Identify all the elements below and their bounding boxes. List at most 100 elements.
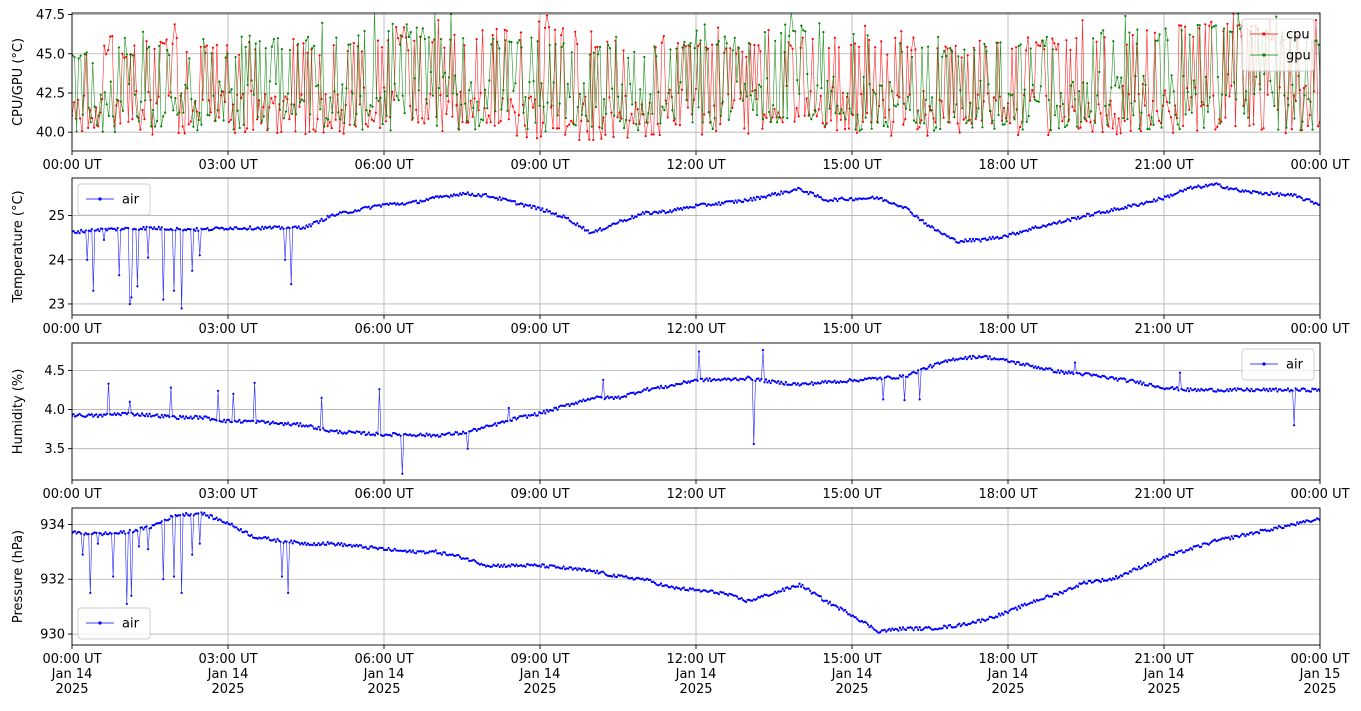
data-point-gpu — [117, 46, 120, 49]
data-point-air — [748, 198, 751, 202]
data-point-air — [294, 225, 297, 228]
data-point-air — [632, 391, 635, 394]
data-point-air — [751, 599, 754, 602]
data-point-air — [1020, 231, 1023, 234]
data-point-air — [938, 230, 941, 233]
data-point-air — [1248, 390, 1252, 393]
data-point-cpu — [238, 53, 241, 56]
data-point-cpu — [455, 104, 458, 107]
data-point-air — [912, 370, 915, 373]
data-point-cpu — [1037, 44, 1040, 47]
data-point-gpu — [665, 102, 668, 105]
data-point-gpu — [1303, 94, 1306, 97]
data-point-cpu — [795, 106, 798, 110]
data-point-cpu — [409, 104, 412, 108]
x-tick-label: 09:00 UT — [510, 487, 569, 502]
data-point-air — [810, 380, 813, 384]
data-point-air — [262, 227, 265, 230]
data-point-cpu — [99, 111, 102, 114]
data-point-air — [1073, 216, 1077, 219]
data-point-air — [1037, 599, 1040, 602]
data-point-gpu — [854, 128, 857, 131]
data-point-gpu — [1114, 84, 1117, 87]
data-point-air — [801, 382, 804, 385]
data-point-air — [162, 298, 165, 301]
data-point-air — [670, 585, 673, 588]
data-point-cpu — [1294, 99, 1297, 103]
data-point-air — [300, 227, 303, 230]
data-point-cpu — [1015, 46, 1018, 49]
data-point-gpu — [504, 39, 507, 42]
data-point-air — [309, 225, 312, 228]
data-point-gpu — [691, 121, 694, 124]
data-point-air — [483, 563, 486, 567]
data-point-air — [413, 434, 416, 437]
data-point-gpu — [1033, 98, 1036, 101]
data-point-air — [891, 377, 894, 380]
data-point-air — [1081, 374, 1084, 377]
data-point-air — [501, 565, 504, 568]
data-point-air — [984, 237, 987, 240]
data-point-gpu — [522, 111, 525, 114]
data-point-gpu — [608, 47, 612, 50]
data-point-gpu — [419, 35, 422, 38]
data-point-air — [131, 412, 134, 415]
data-point-air — [144, 228, 147, 231]
data-point-air — [296, 226, 299, 230]
data-point-air — [376, 432, 379, 435]
data-point-air — [1186, 387, 1189, 390]
data-point-cpu — [461, 120, 464, 124]
data-point-air — [448, 431, 451, 434]
data-point-air — [938, 362, 941, 366]
data-point-gpu — [355, 112, 358, 115]
data-point-cpu — [250, 89, 253, 92]
data-point-gpu — [1152, 123, 1155, 126]
data-point-gpu — [170, 96, 173, 99]
data-point-gpu — [963, 48, 966, 51]
data-point-air — [279, 540, 282, 543]
data-point-gpu — [246, 83, 249, 87]
data-point-air — [927, 365, 931, 368]
data-point-air — [1031, 364, 1034, 367]
data-point-air — [489, 424, 492, 427]
data-point-air — [503, 563, 506, 566]
data-point-air — [1166, 194, 1169, 197]
data-point-air — [538, 206, 541, 209]
data-point-gpu — [975, 115, 978, 118]
data-point-cpu — [570, 119, 573, 122]
data-point-air — [809, 382, 812, 385]
data-point-gpu — [460, 103, 463, 106]
data-point-cpu — [463, 44, 466, 47]
data-point-cpu — [513, 111, 516, 114]
data-point-air — [1203, 185, 1206, 188]
data-point-air — [1145, 564, 1148, 568]
data-point-air — [970, 240, 973, 243]
data-point-air — [739, 199, 742, 202]
data-point-cpu — [960, 56, 963, 59]
data-point-air — [457, 194, 460, 197]
data-point-gpu — [107, 114, 110, 117]
data-point-air — [325, 543, 328, 547]
data-point-gpu — [566, 82, 569, 85]
data-point-air — [876, 378, 879, 381]
data-point-air — [1315, 202, 1319, 205]
data-point-air — [323, 429, 326, 432]
data-point-air — [1175, 551, 1178, 555]
x-tick-label: 00:00 UT — [1290, 652, 1349, 667]
data-point-air — [685, 205, 689, 209]
data-point-air — [379, 205, 383, 208]
data-point-air — [900, 375, 903, 378]
x-tick-label: 15:00 UT — [822, 652, 881, 667]
data-point-air — [1134, 203, 1137, 206]
data-point-gpu — [1226, 73, 1230, 76]
data-point-air — [1157, 385, 1160, 388]
data-point-gpu — [737, 46, 741, 50]
x-tick-date: Jan 14 — [363, 667, 405, 682]
data-point-gpu — [723, 35, 726, 38]
data-point-air — [153, 226, 156, 229]
data-point-air — [1137, 565, 1140, 568]
data-point-gpu — [880, 84, 883, 87]
data-point-air — [452, 433, 456, 436]
data-point-gpu — [1208, 96, 1211, 99]
data-point-air — [113, 412, 116, 415]
